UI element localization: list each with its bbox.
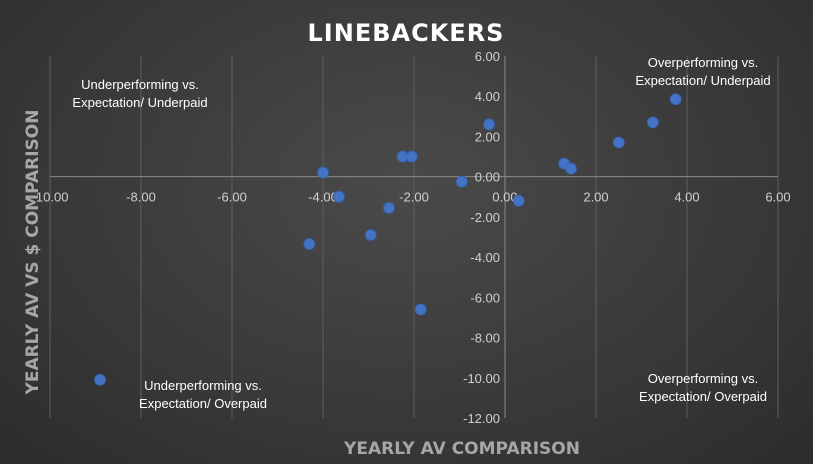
data-point bbox=[94, 373, 106, 386]
y-tick-label: -6.00 bbox=[470, 290, 500, 305]
data-point bbox=[612, 136, 625, 149]
axes bbox=[50, 56, 778, 418]
x-tick-label: 6.00 bbox=[765, 190, 790, 205]
data-points bbox=[94, 93, 682, 386]
y-tick-label: -8.00 bbox=[470, 331, 500, 346]
data-point bbox=[646, 116, 659, 129]
vertical-gridlines bbox=[49, 56, 779, 418]
quadrant-label-top-left-line2: Expectation/ Underpaid bbox=[72, 95, 207, 110]
x-tick-label: -10.00 bbox=[32, 190, 69, 205]
data-point bbox=[364, 229, 377, 241]
x-axis-title: YEARLY AV COMPARISON bbox=[343, 439, 580, 459]
x-tick-label: -8.00 bbox=[126, 190, 156, 205]
x-tick-label: 2.00 bbox=[583, 190, 608, 205]
y-axis-title: YEARLY AV VS $ COMPARISON bbox=[23, 110, 43, 396]
y-tick-labels: 6.00 4.00 2.00 0.00 -2.00 -4.00 -6.00 -8.00 -10.… bbox=[463, 49, 500, 426]
x-tick-label: -6.00 bbox=[217, 190, 247, 205]
x-tick-label: -2.00 bbox=[399, 190, 429, 205]
data-point bbox=[303, 238, 316, 250]
x-tick-label: -4.00 bbox=[308, 190, 338, 205]
quadrant-label-top-right-line2: Expectation/ Underpaid bbox=[635, 73, 770, 88]
quadrant-label-bottom-left-line1: Underperforming vs. bbox=[144, 378, 262, 393]
y-tick-label: 0.00 bbox=[475, 170, 500, 185]
quadrant-label-bottom-right-line2: Expectation/ Overpaid bbox=[639, 389, 767, 404]
chart-title: LINEBACKERS bbox=[308, 19, 505, 47]
y-tick-label: -10.00 bbox=[463, 371, 500, 386]
quadrant-label-top-left-line1: Underperforming vs. bbox=[81, 77, 199, 92]
data-point bbox=[383, 201, 395, 214]
data-point bbox=[414, 303, 427, 316]
data-point bbox=[333, 190, 345, 203]
data-point bbox=[455, 175, 468, 188]
y-tick-label: -2.00 bbox=[470, 210, 500, 225]
y-tick-label: 4.00 bbox=[475, 89, 500, 104]
x-tick-label: 0.00 bbox=[492, 190, 517, 205]
x-tick-label: 4.00 bbox=[674, 190, 699, 205]
data-point bbox=[669, 93, 682, 106]
quadrant-label-bottom-right-line1: Overperforming vs. bbox=[648, 371, 759, 386]
x-tick-labels: -10.00 -8.00 -6.00 -4.00 -2.00 0.00 2.00 4.00 6.… bbox=[32, 190, 791, 205]
quadrant-label-top-right-line1: Overperforming vs. bbox=[648, 55, 759, 70]
data-point bbox=[565, 162, 577, 175]
data-point bbox=[405, 150, 418, 163]
y-tick-label: -12.00 bbox=[463, 411, 500, 426]
data-point bbox=[483, 118, 495, 131]
data-point bbox=[317, 166, 329, 179]
y-tick-label: 6.00 bbox=[475, 49, 500, 64]
quadrant-label-bottom-left-line2: Expectation/ Overpaid bbox=[139, 396, 267, 411]
y-tick-label: -4.00 bbox=[470, 250, 500, 265]
data-point bbox=[512, 194, 525, 207]
y-tick-label: 2.00 bbox=[475, 129, 500, 144]
